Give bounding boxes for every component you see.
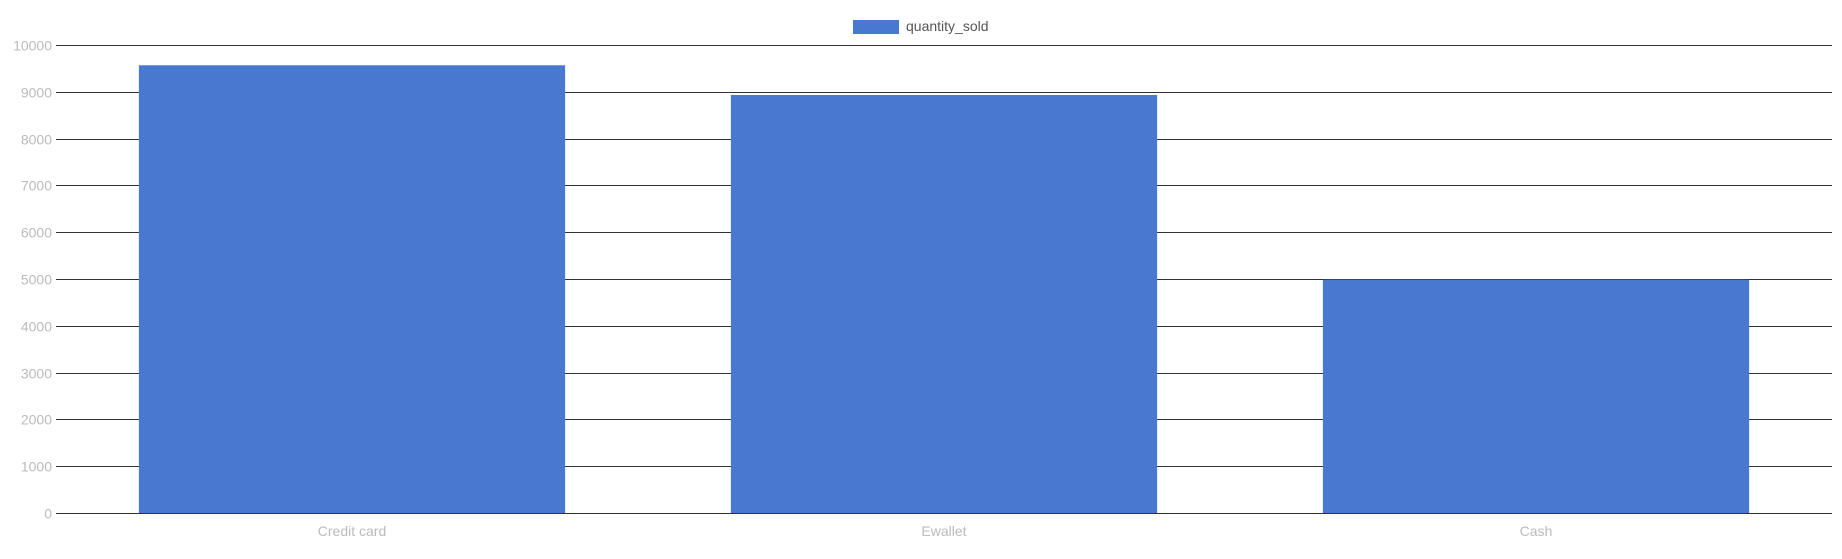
y-tick-label: 6000: [21, 225, 52, 241]
y-tick-label: 1000: [21, 459, 52, 475]
y-tick-label: 3000: [21, 366, 52, 382]
y-tick-label: 10000: [13, 38, 52, 54]
bar-credit-card[interactable]: [138, 65, 566, 513]
bars: [138, 65, 1750, 514]
bar-ewallet[interactable]: [730, 94, 1158, 514]
y-tick-label: 0: [44, 506, 52, 522]
y-tick-label: 9000: [21, 85, 52, 101]
x-axis-ticks: Credit card Ewallet Cash: [318, 523, 1553, 539]
y-tick-label: 4000: [21, 319, 52, 335]
y-axis-ticks: 0 1000 2000 3000 4000 5000 6000 7000 8000 9000 100…: [13, 38, 52, 522]
bar-cash[interactable]: [1322, 279, 1750, 513]
legend-swatch: [853, 20, 899, 34]
y-tick-label: 2000: [21, 412, 52, 428]
x-tick-label: Cash: [1520, 523, 1553, 539]
x-tick-label: Ewallet: [921, 523, 966, 539]
y-tick-label: 7000: [21, 178, 52, 194]
y-tick-label: 8000: [21, 132, 52, 148]
legend[interactable]: quantity_sold: [853, 18, 989, 34]
legend-label: quantity_sold: [906, 18, 989, 34]
x-tick-label: Credit card: [318, 523, 386, 539]
y-tick-label: 5000: [21, 272, 52, 288]
